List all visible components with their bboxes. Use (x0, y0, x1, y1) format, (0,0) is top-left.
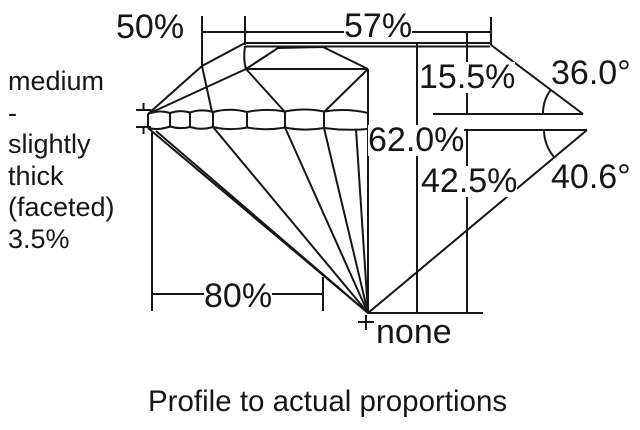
table-size-label: 57% (344, 7, 413, 45)
girdle-mark-top (136, 103, 151, 111)
crown-facets (147, 42, 369, 115)
pavilion-depth-label: 42.5% (421, 162, 518, 200)
crown-angle-label: 36.0° (551, 54, 631, 92)
pavilion-angle-arc (543, 129, 555, 158)
pavilion-angle-line (367, 129, 588, 314)
crown-height-label: 15.5% (419, 58, 516, 96)
star-length-label: 50% (116, 8, 185, 46)
pavilion-angle-label: 40.6° (551, 158, 631, 196)
pavilion-facets (147, 69, 369, 314)
diagram-title: Profile to actual proportions (148, 385, 508, 418)
crown-angle-arc (541, 89, 552, 115)
crown-angle-line (490, 44, 584, 115)
girdle-top-edge (147, 108, 369, 115)
culet-cross (358, 315, 374, 330)
culet-label: none (376, 313, 452, 351)
girdle-thickness-label: medium - slightly thick (faceted) 3.5% (8, 66, 115, 254)
girdle-band (147, 108, 369, 131)
total-depth-label: 62.0% (368, 121, 465, 159)
lower-half-length-label: 80% (204, 277, 273, 315)
crown-outline (147, 42, 246, 115)
girdle-bottom-edge (147, 125, 369, 131)
girdle-facet-ticks (169, 111, 325, 128)
